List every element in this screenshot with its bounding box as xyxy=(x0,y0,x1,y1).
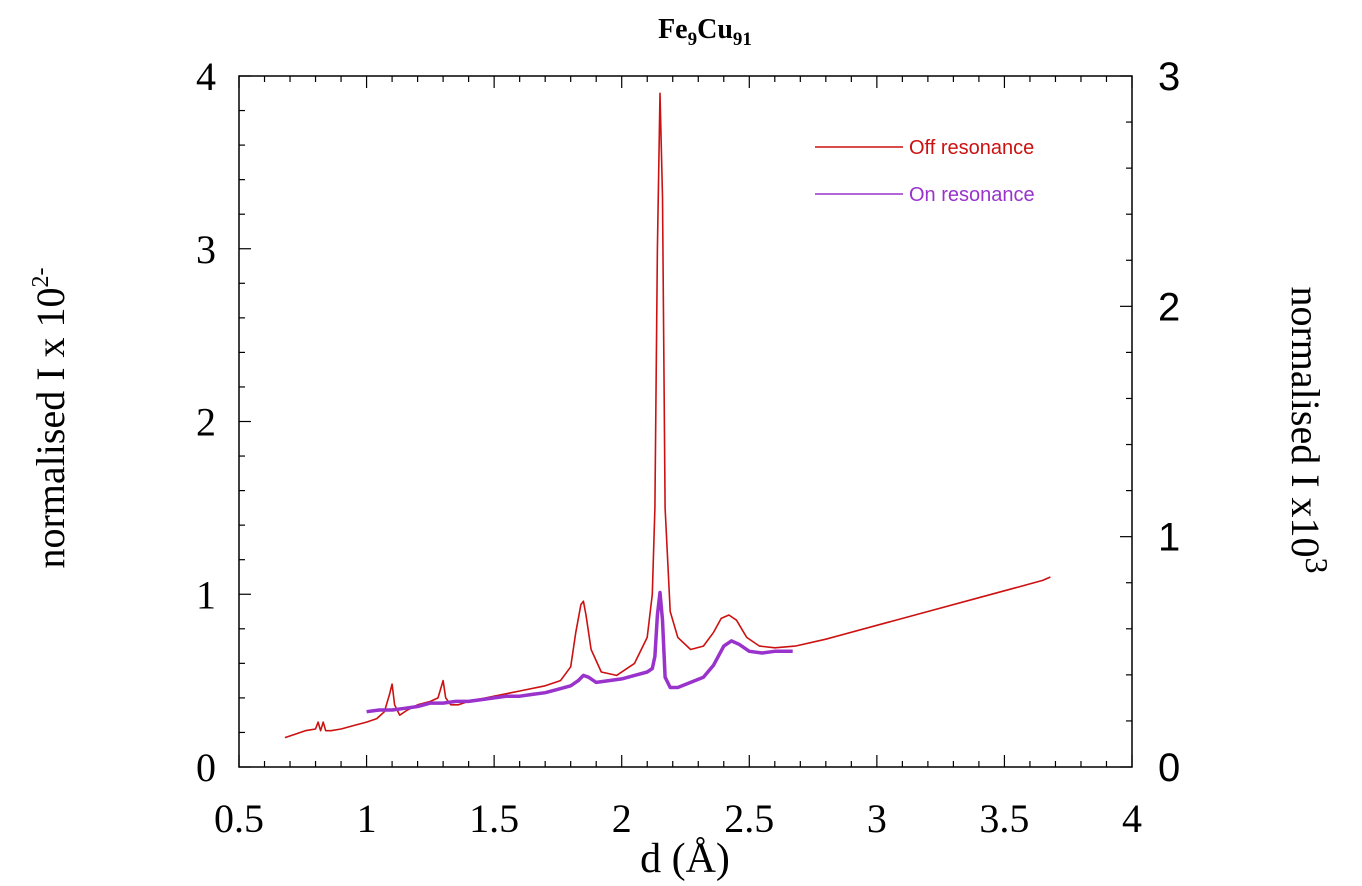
axis-ticks xyxy=(238,75,1133,768)
x-tick-label: 1 xyxy=(357,796,377,841)
svg-text:Fe9Cu91: Fe9Cu91 xyxy=(658,14,752,50)
y-left-label-exponent: 2 xyxy=(28,275,54,287)
y-right-axis-label: normalised I x103 xyxy=(1283,286,1335,573)
legend-label-off-resonance: Off resonance xyxy=(909,137,1034,159)
chart-title: Fe9Cu91 xyxy=(658,14,752,50)
title-cu: Cu xyxy=(697,14,733,45)
x-tick-label: 2 xyxy=(612,796,632,841)
y-left-tick-label: 0 xyxy=(196,745,216,790)
series-line-on-resonance xyxy=(366,590,793,714)
plot-frame xyxy=(238,75,1133,768)
y-left-tick-label: 2 xyxy=(196,400,216,445)
x-tick-label: 4 xyxy=(1122,796,1142,841)
y-left-tick-label: 3 xyxy=(196,227,216,272)
y-right-tick-label: 2 xyxy=(1158,285,1180,329)
x-axis-label: d (Å) xyxy=(640,836,730,882)
x-tick-label: 3.5 xyxy=(979,796,1029,841)
y-left-label-suffix: - xyxy=(28,267,54,275)
x-tick-labels: 0.5 1 1.5 2 2.5 3 3.5 4 xyxy=(214,796,1142,841)
y-right-label-text: normalised I x10 xyxy=(1283,286,1328,557)
y-right-label-exponent: 3 xyxy=(1299,558,1335,574)
title-fe-subscript: 9 xyxy=(688,29,698,50)
x-tick-label: 1.5 xyxy=(469,796,519,841)
y-left-tick-label: 1 xyxy=(196,572,216,617)
series-line-off-resonance xyxy=(284,92,1051,739)
legend: Off resonance On resonance xyxy=(815,137,1035,206)
x-tick-label: 0.5 xyxy=(214,796,264,841)
y-right-tick-label: 3 xyxy=(1158,55,1180,99)
title-cu-subscript: 91 xyxy=(733,29,752,50)
series-lines xyxy=(284,92,1051,739)
y-left-tick-labels: 0 1 2 3 4 xyxy=(196,54,216,790)
legend-label-on-resonance: On resonance xyxy=(909,184,1035,206)
title-fe: Fe xyxy=(658,14,688,45)
x-tick-label: 3 xyxy=(867,796,887,841)
y-right-tick-label: 1 xyxy=(1158,516,1180,560)
y-left-tick-label: 4 xyxy=(196,54,216,99)
y-right-tick-labels: 0 1 2 3 xyxy=(1158,55,1180,790)
y-right-tick-label: 0 xyxy=(1158,746,1180,790)
y-left-axis-label: normalised I x 102- xyxy=(28,267,73,568)
x-tick-label: 2.5 xyxy=(724,796,774,841)
y-left-label-text: normalised I x 10 xyxy=(28,287,73,568)
